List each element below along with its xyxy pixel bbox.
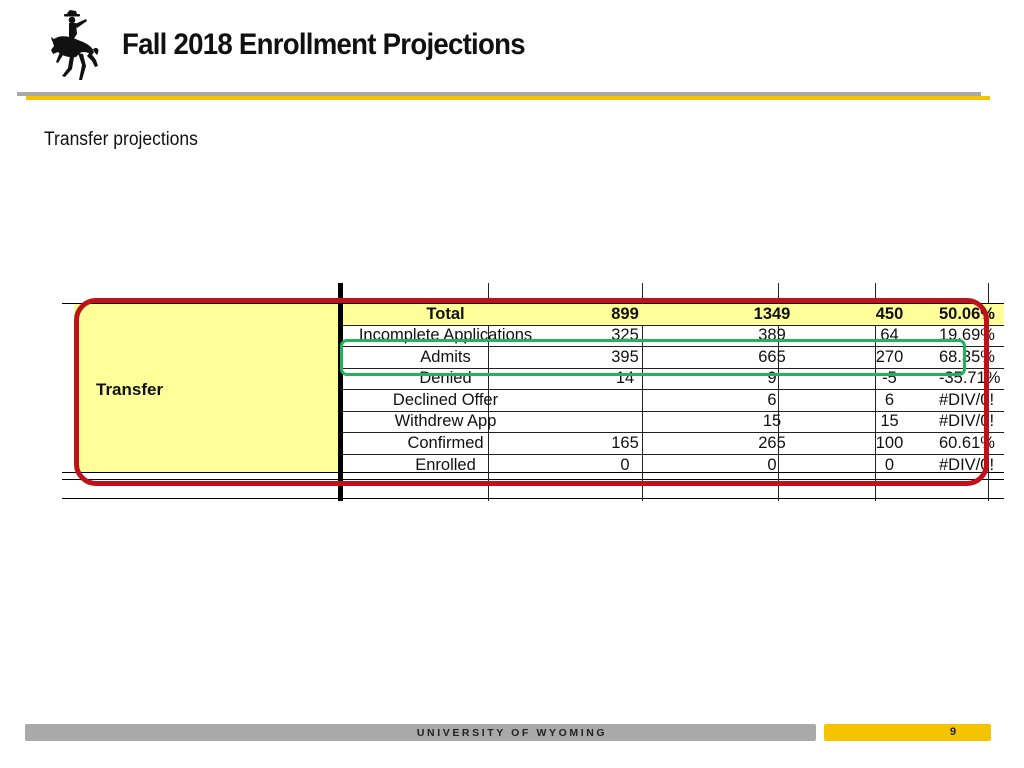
cell-value: 450 bbox=[875, 304, 904, 323]
section-subtitle: Transfer projections bbox=[44, 129, 198, 150]
bucking-horse-rider-icon bbox=[48, 10, 100, 82]
footer-page-tab bbox=[824, 724, 991, 741]
cell-value: 9 bbox=[767, 369, 777, 388]
group-label: Transfer bbox=[96, 380, 164, 399]
table-column-divider bbox=[875, 283, 876, 501]
cell-value: 665 bbox=[758, 347, 786, 366]
cell-value: 165 bbox=[611, 433, 639, 452]
page-number: 9 bbox=[950, 726, 957, 738]
cell-value: 395 bbox=[611, 347, 639, 366]
table-column-divider bbox=[642, 283, 643, 501]
cell-value: 100 bbox=[875, 433, 904, 452]
cell-percent: #DIV/0! bbox=[939, 390, 995, 409]
transfer-highlight-box bbox=[74, 298, 989, 486]
table-column-divider bbox=[488, 283, 489, 501]
cell-percent: 68.35% bbox=[939, 347, 995, 366]
table-column-divider bbox=[778, 283, 779, 501]
page-title: Fall 2018 Enrollment Projections bbox=[122, 28, 526, 61]
table-row: Enrolled 0 0 0 #DIV/0! bbox=[343, 455, 1004, 477]
row-label: Confirmed bbox=[407, 433, 484, 452]
cell-value: 6 bbox=[884, 390, 895, 409]
row-label: Withdrew App bbox=[394, 412, 497, 431]
table-row: Declined Offer 6 6 #DIV/0! bbox=[343, 390, 1004, 412]
table-top-border bbox=[62, 303, 1004, 304]
table-bottom-border bbox=[62, 472, 1004, 473]
header-divider-gold bbox=[26, 96, 990, 100]
row-label: Declined Offer bbox=[392, 390, 499, 409]
cell-percent: #DIV/0! bbox=[939, 412, 995, 431]
footer-bar bbox=[25, 724, 816, 741]
cell-value: 0 bbox=[767, 455, 777, 474]
table-row-total: Total 899 1349 450 50.06% bbox=[343, 304, 1004, 326]
table-row: Admits 395 665 270 68.35% bbox=[343, 347, 1004, 369]
table-row: Withdrew App 15 15 #DIV/0! bbox=[343, 412, 1004, 433]
cell-value: 270 bbox=[875, 347, 904, 366]
table-row: Confirmed 165 265 100 60.61% bbox=[343, 433, 1004, 455]
footer-university-name: UNIVERSITY OF WYOMING bbox=[416, 727, 608, 739]
transfer-projection-table: Transfer Total 899 1349 450 50.06% Incom… bbox=[62, 283, 1004, 503]
cell-value: 15 bbox=[880, 412, 899, 431]
cell-value: 15 bbox=[762, 412, 782, 431]
cell-value: 6 bbox=[767, 390, 777, 409]
group-cell bbox=[74, 303, 340, 473]
cell-percent: 60.61% bbox=[939, 433, 995, 452]
row-label: Enrolled bbox=[415, 455, 476, 474]
cell-value: 1349 bbox=[753, 304, 791, 323]
cell-value: 0 bbox=[884, 455, 895, 474]
admits-highlight-box bbox=[340, 339, 966, 376]
table-row-separator bbox=[62, 498, 1004, 499]
table-row-separator bbox=[62, 479, 1004, 480]
row-label: Total bbox=[426, 304, 465, 323]
cell-value: 899 bbox=[611, 304, 639, 323]
cell-value: 265 bbox=[758, 433, 786, 452]
cell-value: 0 bbox=[620, 455, 630, 474]
table-thick-divider bbox=[338, 283, 343, 501]
header-divider-gray bbox=[17, 92, 981, 96]
row-label: Admits bbox=[420, 347, 471, 366]
